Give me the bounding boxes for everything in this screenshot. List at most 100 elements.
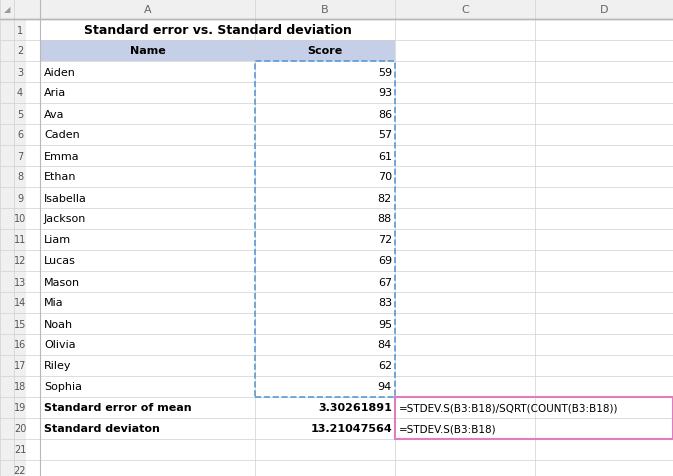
Bar <box>0 397 14 418</box>
Text: 94: 94 <box>378 382 392 392</box>
Text: 59: 59 <box>378 68 392 77</box>
Bar <box>395 355 673 376</box>
Text: Emma: Emma <box>44 151 79 161</box>
Bar <box>0 104 14 125</box>
Text: 20: 20 <box>14 424 26 434</box>
Bar <box>0 271 14 292</box>
Bar <box>40 292 255 313</box>
Bar <box>255 313 395 334</box>
Text: Noah: Noah <box>44 319 73 329</box>
Bar <box>255 355 395 376</box>
Bar <box>0 250 14 271</box>
Bar <box>395 313 673 334</box>
Bar <box>40 104 255 125</box>
Bar <box>395 188 673 208</box>
Bar <box>395 20 673 41</box>
Bar <box>395 418 673 439</box>
Bar <box>40 460 255 476</box>
Text: 2: 2 <box>17 46 23 56</box>
Text: 13.21047564: 13.21047564 <box>310 424 392 434</box>
Bar <box>255 41 395 62</box>
Text: 61: 61 <box>378 151 392 161</box>
Bar <box>14 62 26 83</box>
Bar <box>0 376 14 397</box>
Text: 83: 83 <box>378 298 392 308</box>
Bar <box>14 439 26 460</box>
Text: Olivia: Olivia <box>44 340 75 350</box>
Text: C: C <box>461 5 469 15</box>
Text: 10: 10 <box>14 214 26 224</box>
Bar <box>0 20 14 41</box>
Bar <box>14 418 26 439</box>
Bar <box>255 460 395 476</box>
Bar <box>0 418 14 439</box>
Text: 13: 13 <box>14 277 26 287</box>
Bar <box>0 229 14 250</box>
Bar <box>40 167 255 188</box>
Bar <box>40 271 255 292</box>
Text: Aiden: Aiden <box>44 68 76 77</box>
Bar <box>0 439 14 460</box>
Bar <box>40 376 255 397</box>
Text: Score: Score <box>308 46 343 56</box>
Bar <box>40 229 255 250</box>
Bar <box>395 125 673 146</box>
Text: 6: 6 <box>17 130 23 140</box>
Bar <box>395 292 673 313</box>
Text: 93: 93 <box>378 89 392 98</box>
Bar <box>255 397 395 418</box>
Text: 67: 67 <box>378 277 392 287</box>
Bar <box>255 229 395 250</box>
Text: =STDEV.S(B3:B18): =STDEV.S(B3:B18) <box>399 424 497 434</box>
Text: B: B <box>321 5 329 15</box>
Text: Liam: Liam <box>44 235 71 245</box>
Bar <box>255 208 395 229</box>
Text: 3.30261891: 3.30261891 <box>318 403 392 413</box>
Bar <box>255 167 395 188</box>
Text: 8: 8 <box>17 172 23 182</box>
Bar <box>0 41 14 62</box>
Text: 15: 15 <box>14 319 26 329</box>
Text: A: A <box>144 5 151 15</box>
Text: 22: 22 <box>13 466 26 476</box>
Bar <box>14 292 26 313</box>
Bar <box>40 146 255 167</box>
Text: Jackson: Jackson <box>44 214 86 224</box>
Bar <box>14 125 26 146</box>
Text: 18: 18 <box>14 382 26 392</box>
Text: Riley: Riley <box>44 361 71 371</box>
Text: 70: 70 <box>378 172 392 182</box>
Bar <box>40 250 255 271</box>
Bar <box>14 397 26 418</box>
Text: 57: 57 <box>378 130 392 140</box>
Bar <box>14 271 26 292</box>
Text: Sophia: Sophia <box>44 382 82 392</box>
Text: 88: 88 <box>378 214 392 224</box>
Bar <box>14 355 26 376</box>
Bar <box>14 229 26 250</box>
Bar <box>14 376 26 397</box>
Bar <box>395 62 673 83</box>
Bar <box>395 397 673 439</box>
Text: Isabella: Isabella <box>44 193 87 203</box>
Bar <box>0 313 14 334</box>
Text: 16: 16 <box>14 340 26 350</box>
Text: Name: Name <box>130 46 166 56</box>
Bar <box>40 397 255 418</box>
Bar <box>40 62 255 83</box>
Bar <box>40 313 255 334</box>
Bar <box>395 271 673 292</box>
Text: Mason: Mason <box>44 277 80 287</box>
Bar <box>0 0 673 20</box>
Text: 5: 5 <box>17 109 23 119</box>
Bar <box>395 167 673 188</box>
Bar <box>40 439 255 460</box>
Bar <box>40 20 395 41</box>
Bar <box>395 397 673 418</box>
Bar <box>395 460 673 476</box>
Bar <box>0 355 14 376</box>
Bar <box>14 104 26 125</box>
Bar <box>40 41 255 62</box>
Text: Caden: Caden <box>44 130 79 140</box>
Bar <box>14 334 26 355</box>
